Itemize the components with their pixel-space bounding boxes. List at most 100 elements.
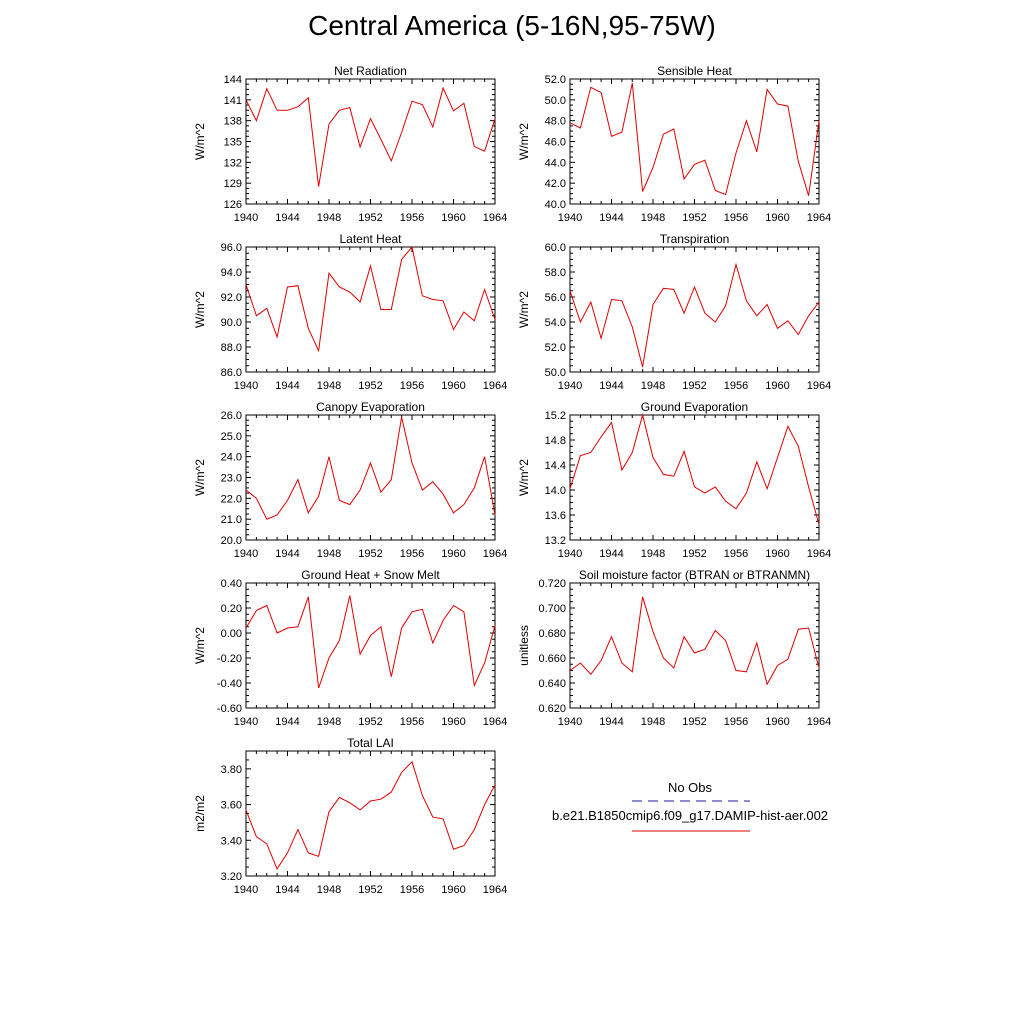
x-tick-label: 1952	[358, 716, 382, 728]
y-tick-label: 132	[224, 157, 242, 169]
y-tick-label: 0.20	[221, 603, 242, 615]
y-tick-label: 21.0	[221, 514, 242, 526]
panel-title: Latent Heat	[339, 232, 402, 246]
y-tick-label: 46.0	[545, 137, 566, 149]
series-line	[245, 416, 496, 520]
x-tick-label: 1952	[682, 716, 706, 728]
plot-frame	[245, 414, 496, 541]
y-tick-label: 86.0	[221, 367, 242, 379]
y-tick-label: 14.8	[545, 435, 566, 447]
x-tick-label: 1960	[765, 716, 789, 728]
legend-obs-label: No Obs	[668, 780, 713, 795]
chart-panels: Net Radiation W/m^2 1940 1944 1948 1952 1956 19…	[193, 64, 831, 896]
x-tick-label: 1952	[358, 548, 382, 560]
x-tick-label: 1944	[275, 380, 299, 392]
panel-5: Ground Evaporation W/m^2 1940 1944 1948 1952 1…	[517, 400, 831, 560]
x-tick-label: 1944	[599, 548, 623, 560]
panel-0: Net Radiation W/m^2 1940 1944 1948 1952 1956 19…	[193, 64, 507, 224]
y-tick-label: -0.20	[217, 653, 242, 665]
y-tick-label: 14.0	[545, 485, 566, 497]
panel-title: Ground Evaporation	[641, 400, 748, 414]
y-tick-label: 0.620	[538, 703, 566, 715]
x-tick-label: 1940	[558, 716, 582, 728]
series-line	[245, 245, 496, 353]
y-axis-label: W/m^2	[517, 123, 531, 160]
x-tick-label: 1940	[558, 380, 582, 392]
y-axis-label: W/m^2	[193, 291, 207, 328]
y-tick-label: 22.0	[221, 493, 242, 505]
x-tick-label: 1944	[599, 716, 623, 728]
x-tick-label: 1964	[483, 380, 507, 392]
x-tick-label: 1952	[682, 212, 706, 224]
y-axis-label: W/m^2	[193, 459, 207, 496]
y-tick-label: 50.0	[545, 95, 566, 107]
x-tick-label: 1964	[807, 716, 831, 728]
plot-frame	[569, 78, 820, 205]
y-tick-label: 52.0	[545, 342, 566, 354]
panel-title: Net Radiation	[334, 64, 407, 78]
x-tick-label: 1956	[400, 212, 424, 224]
x-tick-label: 1964	[807, 548, 831, 560]
plot-frame	[245, 750, 496, 877]
y-tick-label: 144	[224, 74, 242, 86]
panel-4: Canopy Evaporation W/m^2 1940 1944 1948 1952 1…	[193, 400, 507, 560]
y-axis-label: W/m^2	[193, 123, 207, 160]
y-axis-label: unitless	[517, 625, 531, 666]
x-tick-label: 1940	[234, 380, 258, 392]
x-tick-label: 1948	[317, 716, 341, 728]
x-tick-label: 1948	[317, 212, 341, 224]
x-tick-label: 1940	[234, 212, 258, 224]
y-axis-label: m2/m2	[193, 795, 207, 832]
x-tick-label: 1940	[234, 548, 258, 560]
y-tick-label: 135	[224, 137, 242, 149]
plot-frame	[569, 246, 820, 373]
x-tick-label: 1944	[275, 884, 299, 896]
y-tick-label: 42.0	[545, 178, 566, 190]
x-tick-label: 1948	[317, 548, 341, 560]
y-tick-label: 23.0	[221, 473, 242, 485]
y-tick-label: 14.4	[545, 460, 566, 472]
panel-title: Ground Heat + Snow Melt	[301, 568, 440, 582]
series-line	[569, 83, 820, 196]
x-tick-label: 1940	[234, 716, 258, 728]
legend-model-label: b.e21.B1850cmip6.f09_g17.DAMIP-hist-aer.…	[552, 808, 828, 823]
x-tick-label: 1960	[441, 548, 465, 560]
x-tick-label: 1956	[400, 548, 424, 560]
panel-7: Soil moisture factor (BTRAN or BTRANMN) u…	[517, 568, 831, 728]
y-tick-label: 126	[224, 199, 242, 211]
y-tick-label: 3.60	[221, 800, 242, 812]
series-line	[245, 760, 496, 870]
legend: No Obs b.e21.B1850cmip6.f09_g17.DAMIP-hi…	[552, 780, 828, 832]
x-tick-label: 1956	[400, 716, 424, 728]
plot-frame	[245, 78, 496, 205]
panel-title: Total LAI	[347, 736, 394, 750]
y-tick-label: 26.0	[221, 410, 242, 422]
y-tick-label: 0.720	[538, 578, 566, 590]
y-tick-label: 13.2	[545, 535, 566, 547]
y-tick-label: 88.0	[221, 342, 242, 354]
x-tick-label: 1944	[275, 212, 299, 224]
x-tick-label: 1944	[275, 548, 299, 560]
plot-frame	[569, 414, 820, 541]
plot-frame	[245, 582, 496, 709]
y-tick-label: 3.40	[221, 835, 242, 847]
x-tick-label: 1940	[234, 884, 258, 896]
x-tick-label: 1956	[724, 212, 748, 224]
x-tick-label: 1964	[807, 380, 831, 392]
y-tick-label: 48.0	[545, 116, 566, 128]
y-tick-label: 129	[224, 178, 242, 190]
x-tick-label: 1948	[317, 884, 341, 896]
y-tick-label: 0.680	[538, 628, 566, 640]
y-tick-label: 54.0	[545, 317, 566, 329]
x-tick-label: 1944	[599, 212, 623, 224]
x-tick-label: 1956	[724, 548, 748, 560]
y-tick-label: 3.80	[221, 764, 242, 776]
y-tick-label: 92.0	[221, 292, 242, 304]
y-axis-label: W/m^2	[193, 627, 207, 664]
y-tick-label: 96.0	[221, 242, 242, 254]
y-tick-label: 58.0	[545, 267, 566, 279]
x-tick-label: 1940	[558, 212, 582, 224]
x-tick-label: 1956	[724, 380, 748, 392]
y-tick-label: 13.6	[545, 510, 566, 522]
panel-8: Total LAI m2/m2 1940 1944 1948 1952 1956 1960 19…	[193, 736, 507, 896]
